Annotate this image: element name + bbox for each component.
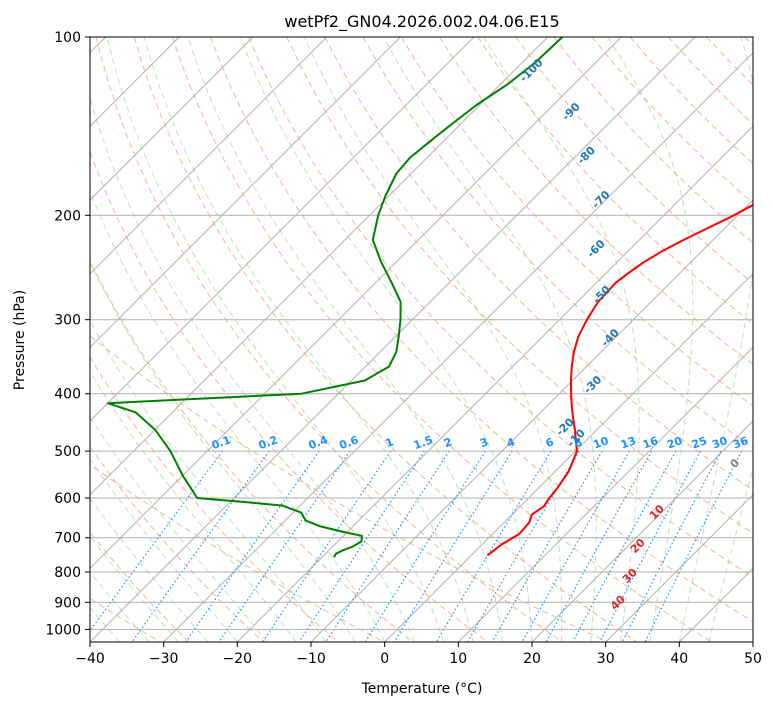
y-tick-label: 200 (54, 208, 81, 224)
mixing-ratio-line (573, 451, 676, 642)
mixing-ratio-line (299, 451, 424, 642)
x-axis-title: Temperature (°C) (361, 681, 483, 697)
y-tick-label: 800 (54, 565, 81, 581)
mixing-ratio-label: 36 (731, 434, 750, 452)
x-tick-label: 20 (523, 651, 541, 667)
equivalent-potential-temperature-line (0, 37, 609, 642)
y-tick-label: 600 (54, 491, 81, 507)
mixing-ratio-label: 10 (591, 434, 610, 452)
isotherm-line (0, 37, 327, 642)
mixing-ratio-label: 0.2 (257, 433, 280, 452)
moist-adiabat-label: -60 (585, 237, 608, 260)
mixing-ratio-line (326, 451, 449, 642)
x-tick-label: 0 (380, 651, 389, 667)
dry-adiabat-line (668, 37, 775, 642)
dry-adiabat-line (134, 37, 637, 642)
dry-adiabat-line (592, 37, 775, 642)
y-tick-label: 900 (54, 595, 81, 611)
dry-adiabat-line (0, 37, 264, 642)
mixing-ratio-label: 25 (690, 434, 709, 451)
dry-adiabat-line (707, 37, 775, 642)
mixing-ratio-label: 0.4 (307, 433, 330, 452)
moist-adiabat-line (0, 37, 237, 642)
moist-adiabat-line (23, 37, 356, 642)
moist-adiabat-line (709, 37, 775, 642)
x-tick-label: 10 (449, 651, 467, 667)
moist-adiabat-label: -30 (581, 373, 604, 396)
moist-adiabat-label: -40 (599, 326, 622, 349)
moist-adiabat-line (188, 37, 503, 642)
isotherm-line (164, 37, 769, 642)
y-tick-label: 1000 (45, 622, 81, 638)
mixing-ratio-label: 1 (384, 435, 396, 450)
mixing-ratio-line (263, 451, 391, 642)
moist-adiabat-line (0, 37, 208, 642)
y-tick-label: 400 (54, 387, 81, 403)
mixing-ratio-label: 6 (544, 435, 556, 450)
plot-frame (90, 37, 753, 642)
dry-adiabat-line (0, 37, 338, 642)
x-tick-label: 40 (670, 651, 688, 667)
moist-adiabat-line (240, 37, 532, 642)
y-tick-label: 100 (54, 30, 81, 46)
chart-title: wetPf2_GN04.2026.002.04.06.E15 (284, 12, 559, 32)
mixing-ratio-label: 0.1 (210, 433, 233, 452)
x-tick-label: −20 (223, 651, 253, 667)
x-tick-label: 50 (744, 651, 762, 667)
x-tick-label: −10 (296, 651, 326, 667)
mixing-ratio-label: 3 (478, 435, 490, 450)
x-tick-label: −30 (149, 651, 179, 667)
mixing-ratio-line (365, 451, 485, 642)
x-tick-label: −40 (75, 651, 105, 667)
y-tick-label: 700 (54, 531, 81, 547)
isotherm-line (16, 37, 621, 642)
isotherm-line (679, 37, 775, 642)
moist-adiabat-line (608, 37, 693, 642)
y-axis-title: Pressure (hPa) (12, 290, 28, 390)
isotherm-line (0, 37, 253, 642)
moist-adiabat-label: -100 (517, 56, 546, 85)
dry-adiabat-line (20, 37, 413, 642)
mixing-ratio-label: 30 (710, 434, 729, 452)
moist-adiabat-label: 0 (728, 456, 743, 471)
mixing-ratio-line (522, 451, 629, 642)
x-tick-label: 30 (597, 651, 615, 667)
dry-adiabat-line (58, 37, 488, 642)
moist-adiabat-label: -50 (590, 283, 613, 306)
equivalent-potential-temperature-line (0, 37, 384, 642)
moist-adiabat-label: 20 (628, 536, 648, 556)
y-tick-label: 300 (54, 313, 81, 329)
mixing-ratio-label: 1.5 (412, 433, 435, 452)
dry-adiabat-line (554, 37, 775, 642)
isotherm-line (237, 37, 775, 642)
isotherm-line (753, 37, 775, 642)
dry-adiabat-line (745, 37, 775, 642)
moist-adiabat-label: -90 (560, 100, 583, 123)
y-tick-label: 500 (54, 444, 81, 460)
temperature-profile-line (487, 37, 775, 555)
plot-background-lines (0, 37, 775, 642)
moist-adiabat-label: -80 (575, 144, 598, 167)
moist-adiabat-label: 40 (608, 592, 628, 612)
mixing-ratio-label: 16 (641, 434, 660, 452)
mixing-ratio-label: 2 (442, 435, 454, 450)
mixing-ratio-line (600, 451, 701, 642)
mixing-ratio-line (132, 451, 269, 642)
mixing-ratio-label: 0.6 (338, 433, 361, 452)
isotherm-line (0, 37, 474, 642)
